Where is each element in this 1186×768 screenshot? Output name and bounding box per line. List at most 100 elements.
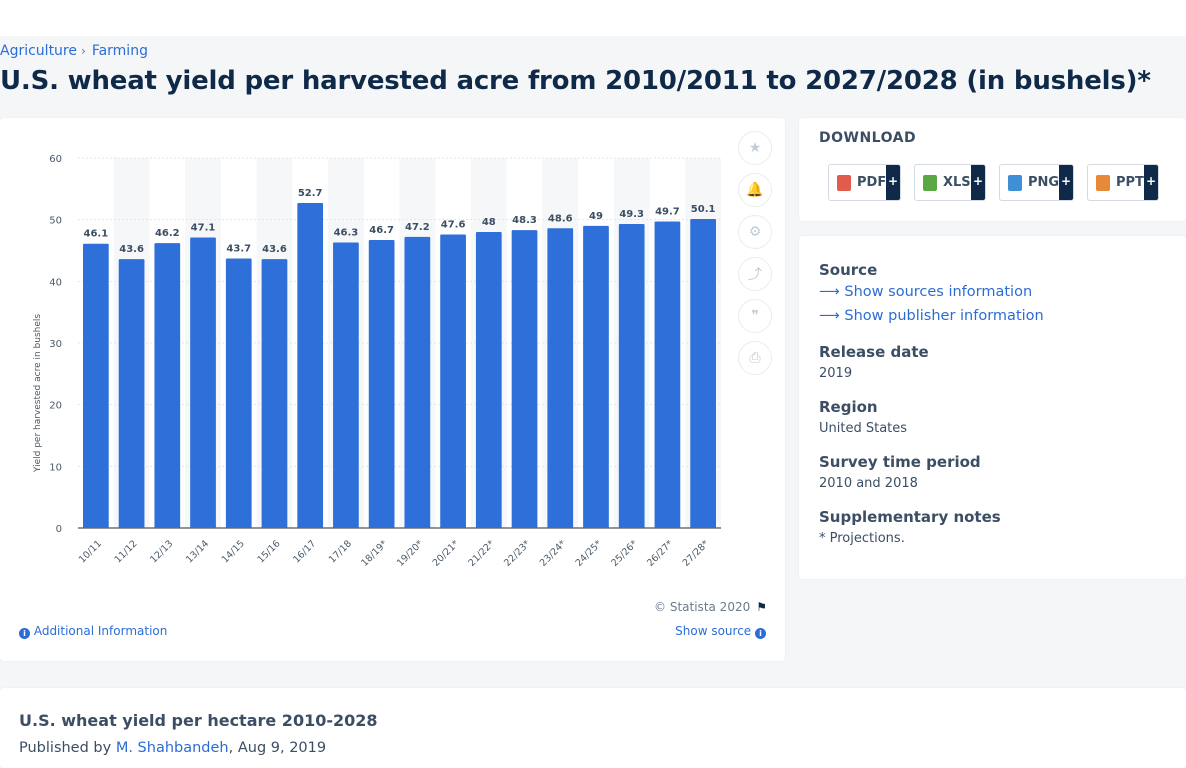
release-date-label: Release date — [819, 343, 929, 361]
data-label: 43.7 — [226, 244, 251, 255]
x-tick-label: 16/17 — [291, 538, 318, 565]
data-label: 52.7 — [298, 188, 323, 199]
x-tick-label: 22/23* — [502, 538, 533, 569]
show-source-link[interactable]: Show source i — [675, 624, 766, 639]
published-by-label: Published by — [19, 740, 112, 756]
data-label: 47.2 — [405, 222, 430, 233]
bar — [475, 232, 502, 528]
bar — [261, 259, 288, 528]
plus-icon: + — [971, 165, 985, 200]
data-label: 49.3 — [619, 209, 644, 220]
show-sources-link[interactable]: ⟶ Show sources information — [819, 284, 1032, 300]
data-label: 48 — [482, 217, 496, 228]
show-publisher-text: Show publisher information — [844, 308, 1044, 324]
x-tick-label: 24/25* — [574, 538, 605, 569]
statistic-info-card: Source ⟶ Show sources information ⟶ Show… — [799, 236, 1186, 579]
release-date-value: 2019 — [819, 366, 853, 381]
bar — [225, 258, 252, 528]
arrow-right-icon: ⟶ — [819, 308, 845, 324]
data-label: 50.1 — [691, 204, 716, 215]
bar — [154, 243, 181, 528]
pdf-file-icon — [837, 174, 851, 191]
download-ppt-button[interactable]: PPT + — [1087, 164, 1159, 201]
published-by-line: Published by M. Shahbandeh, Aug 9, 2019 — [19, 740, 326, 756]
x-tick-label: 18/19* — [359, 538, 390, 569]
plus-icon: + — [886, 165, 900, 200]
bar — [690, 219, 716, 529]
data-label: 48.6 — [548, 213, 573, 224]
arrow-right-icon: ⟶ — [819, 284, 845, 300]
x-tick-label: 12/13 — [148, 538, 175, 565]
show-publisher-link[interactable]: ⟶ Show publisher information — [819, 308, 1044, 324]
data-label: 47.1 — [191, 223, 216, 234]
download-ppt-label: PPT — [1116, 175, 1144, 190]
print-icon[interactable]: ⎙ — [738, 341, 772, 375]
citation-quote-icon[interactable]: ❞ — [738, 299, 772, 333]
plus-icon: + — [1144, 165, 1158, 200]
favorite-star-icon[interactable]: ★ — [738, 131, 772, 165]
additional-information-label: Additional Information — [33, 624, 168, 638]
data-label: 46.1 — [84, 229, 109, 240]
author-link[interactable]: M. Shahbandeh — [115, 740, 229, 756]
y-tick-label: 20 — [49, 401, 62, 412]
download-pdf-button[interactable]: PDF + — [828, 164, 901, 201]
download-xls-label: XLS — [943, 175, 971, 190]
settings-gear-icon[interactable]: ⚙ — [738, 215, 772, 249]
page-title: U.S. wheat yield per harvested acre from… — [0, 66, 1151, 96]
additional-information-link[interactable]: i Additional Information — [19, 624, 167, 639]
info-icon: i — [19, 628, 30, 639]
survey-period-value: 2010 and 2018 — [819, 476, 918, 491]
breadcrumb-separator-icon: › — [81, 44, 86, 58]
breadcrumb: Agriculture › Farming — [0, 43, 148, 59]
data-label: 48.3 — [512, 215, 537, 226]
show-source-label: Show source — [675, 624, 752, 638]
share-icon[interactable]: ⤴ — [738, 257, 772, 291]
source-label: Source — [819, 261, 878, 279]
x-tick-label: 23/24* — [538, 538, 569, 569]
breadcrumb-agriculture[interactable]: Agriculture — [0, 43, 77, 59]
bar — [583, 225, 609, 528]
copyright-text: © Statista 2020 — [654, 600, 751, 614]
report-flag-icon[interactable]: ⚑ — [756, 600, 767, 614]
y-tick-label: 0 — [56, 524, 62, 535]
download-pdf-label: PDF — [857, 175, 887, 190]
supplementary-notes-label: Supplementary notes — [819, 508, 1001, 526]
bar — [654, 221, 681, 528]
png-file-icon — [1008, 174, 1022, 191]
x-tick-label: 11/12 — [113, 538, 140, 565]
ppt-file-icon — [1096, 174, 1110, 191]
notification-bell-icon[interactable]: 🔔 — [738, 173, 772, 207]
supplementary-notes-value: * Projections. — [819, 531, 905, 546]
y-tick-label: 10 — [49, 462, 62, 473]
info-icon: i — [755, 628, 766, 639]
publish-date: , Aug 9, 2019 — [228, 740, 327, 756]
x-tick-label: 14/15 — [220, 538, 247, 565]
x-tick-label: 20/21* — [431, 538, 462, 569]
x-tick-label: 10/11 — [77, 538, 104, 565]
plus-icon: + — [1059, 165, 1073, 200]
download-png-button[interactable]: PNG + — [999, 164, 1074, 201]
download-card: DOWNLOAD PDF + XLS + PNG + PPT + — [799, 118, 1186, 221]
chart-card: 0 10 20 30 40 50 60 Yield per harvested acre in… — [0, 118, 785, 661]
bar-chart: 0 10 20 30 40 50 60 Yield per harvested acre in… — [33, 154, 721, 569]
bar — [440, 234, 466, 528]
data-label: 49.7 — [655, 207, 680, 218]
x-tick-label: 27/28* — [681, 538, 712, 569]
related-statistic-title[interactable]: U.S. wheat yield per hectare 2010-2028 — [19, 711, 378, 730]
x-tick-label: 25/26* — [609, 538, 640, 569]
data-label: 43.6 — [262, 244, 287, 255]
x-tick-label: 19/20* — [395, 538, 426, 569]
bar — [368, 240, 395, 528]
y-tick-label: 60 — [49, 154, 62, 165]
bar — [190, 237, 216, 529]
download-xls-button[interactable]: XLS + — [914, 164, 986, 201]
data-label: 46.2 — [155, 228, 180, 239]
chart-copyright: © Statista 2020 ⚑ — [654, 600, 767, 614]
y-axis-label: Yield per harvested acre in bushels — [33, 314, 43, 473]
region-label: Region — [819, 398, 878, 416]
xls-file-icon — [923, 174, 937, 191]
download-buttons: PDF + XLS + PNG + PPT + — [828, 164, 1159, 201]
breadcrumb-farming[interactable]: Farming — [91, 43, 148, 59]
show-sources-text: Show sources information — [844, 284, 1033, 300]
download-png-label: PNG — [1028, 175, 1060, 190]
